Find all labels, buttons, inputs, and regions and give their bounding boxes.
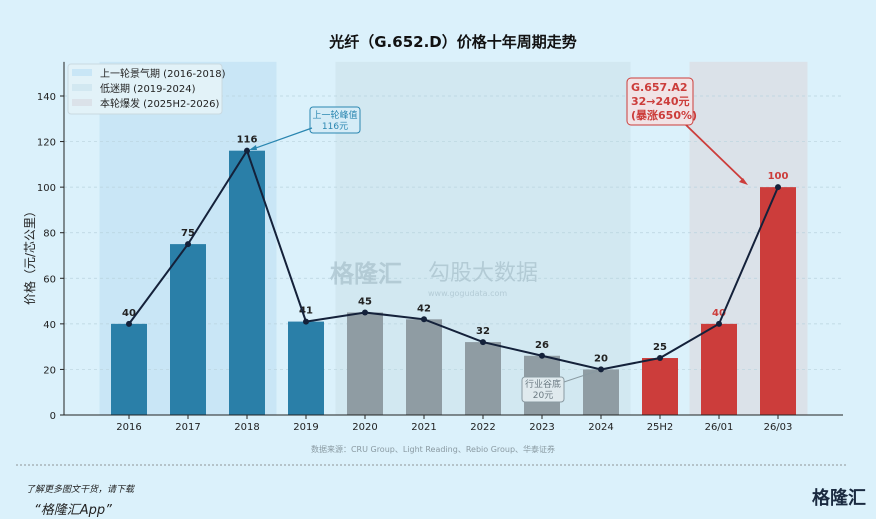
y-tick-label: 0 — [50, 411, 56, 422]
annotation-trough-text: 20元 — [533, 391, 553, 401]
y-tick-label: 20 — [43, 365, 56, 376]
x-tick-label: 2024 — [588, 422, 613, 433]
data-label: 42 — [417, 303, 431, 314]
annotation-peak-text: 上一轮峰值 — [312, 109, 357, 121]
annotation-boom-arrow — [685, 124, 745, 182]
trend-point — [126, 320, 132, 327]
y-tick-label: 100 — [37, 183, 56, 194]
annotation-trough-line — [563, 370, 598, 383]
bar-2020 — [347, 312, 383, 415]
trend-line — [128, 148, 779, 371]
legend-label: 本轮爆发 (2025H2-2026) — [100, 97, 219, 110]
bar-2021 — [406, 319, 442, 415]
data-label: 20 — [594, 353, 608, 364]
x-tick-label: 2021 — [411, 422, 436, 433]
x-tick-label: 2018 — [234, 422, 259, 433]
trend-point — [362, 309, 368, 316]
x-tick-label: 2019 — [293, 422, 318, 433]
x-tick-label: 2022 — [470, 422, 495, 433]
annotation-peak-text: 116元 — [322, 122, 348, 132]
y-tick-label: 40 — [43, 320, 56, 331]
data-label: 45 — [358, 296, 372, 307]
watermark-url: www.gogudata.com — [428, 289, 507, 298]
trend-point — [716, 320, 722, 327]
trend-point — [185, 241, 191, 248]
x-tick-label: 2016 — [116, 422, 141, 433]
bar-2022 — [465, 342, 501, 415]
brand-logo: 格隆汇 — [812, 488, 866, 509]
bar-2016 — [111, 323, 147, 415]
x-tick-label: 25H2 — [647, 422, 674, 433]
data-label: 40 — [712, 308, 726, 319]
data-label: 26 — [535, 340, 549, 351]
data-label: 100 — [768, 171, 789, 182]
trend-point — [657, 355, 663, 362]
trend-point — [303, 318, 309, 325]
y-tick-label: 120 — [37, 138, 56, 149]
data-label: 116 — [237, 135, 258, 146]
data-label: 41 — [299, 306, 313, 317]
y-tick-label: 80 — [43, 229, 56, 240]
annotation-trough-text: 行业谷底 — [525, 378, 561, 390]
trend-point — [598, 366, 604, 373]
legend-swatch — [72, 99, 92, 106]
arrowhead — [249, 145, 257, 150]
data-label: 25 — [653, 342, 667, 353]
annotation-trough-box — [521, 376, 565, 403]
x-tick-label: 2020 — [352, 422, 377, 433]
y-tick-label: 60 — [43, 274, 56, 285]
y-tick-label: 140 — [37, 92, 56, 103]
trend-point — [480, 339, 486, 346]
watermark-brand: 格隆汇 — [330, 260, 402, 288]
footer-app: “格隆汇App” — [34, 503, 112, 518]
x-tick-label: 2017 — [175, 422, 200, 433]
x-tick-label: 26/03 — [764, 422, 793, 433]
bar-2018 — [229, 150, 265, 415]
chart-title: 光纤（G.652.D）价格十年周期走势 — [328, 33, 576, 51]
arrowhead — [739, 178, 748, 185]
data-label: 32 — [476, 326, 490, 337]
bar-2019 — [288, 321, 324, 415]
bar-26/01 — [701, 323, 737, 415]
bar-26/03 — [760, 187, 796, 415]
annotation-peak-box — [309, 106, 361, 134]
legend-label: 低迷期 (2019-2024) — [100, 82, 196, 95]
annotation-peak-arrow — [252, 127, 313, 150]
legend-swatch — [72, 69, 92, 76]
data-label: 75 — [181, 228, 195, 239]
annotation-boom-text: G.657.A2 — [631, 81, 688, 94]
trend-point — [244, 147, 250, 154]
legend — [67, 63, 223, 115]
trend-point — [421, 316, 427, 323]
y-axis-label: 价格（元/芯公里） — [22, 205, 37, 305]
legend-swatch — [72, 84, 92, 91]
watermark-sub: 勾股大数据 — [428, 261, 538, 286]
trend-point — [775, 184, 781, 191]
x-tick-label: 2023 — [529, 422, 554, 433]
annotation-boom-text: 32→240元 — [631, 95, 690, 108]
source-note: 数据来源：CRU Group、Light Reading、Rebio Group… — [311, 444, 555, 454]
legend-label: 上一轮景气期 (2016-2018) — [100, 67, 226, 80]
bar-2017 — [170, 244, 206, 415]
x-tick-label: 26/01 — [705, 422, 734, 433]
bar-25H2 — [642, 358, 678, 415]
footer-hint: 了解更多图文干货，请下载 — [26, 485, 135, 495]
annotation-boom-box — [626, 77, 694, 126]
annotation-boom-text: (暴涨650%) — [631, 108, 697, 122]
trend-point — [539, 352, 545, 359]
data-label: 40 — [122, 308, 136, 319]
bar-2024 — [583, 369, 619, 415]
